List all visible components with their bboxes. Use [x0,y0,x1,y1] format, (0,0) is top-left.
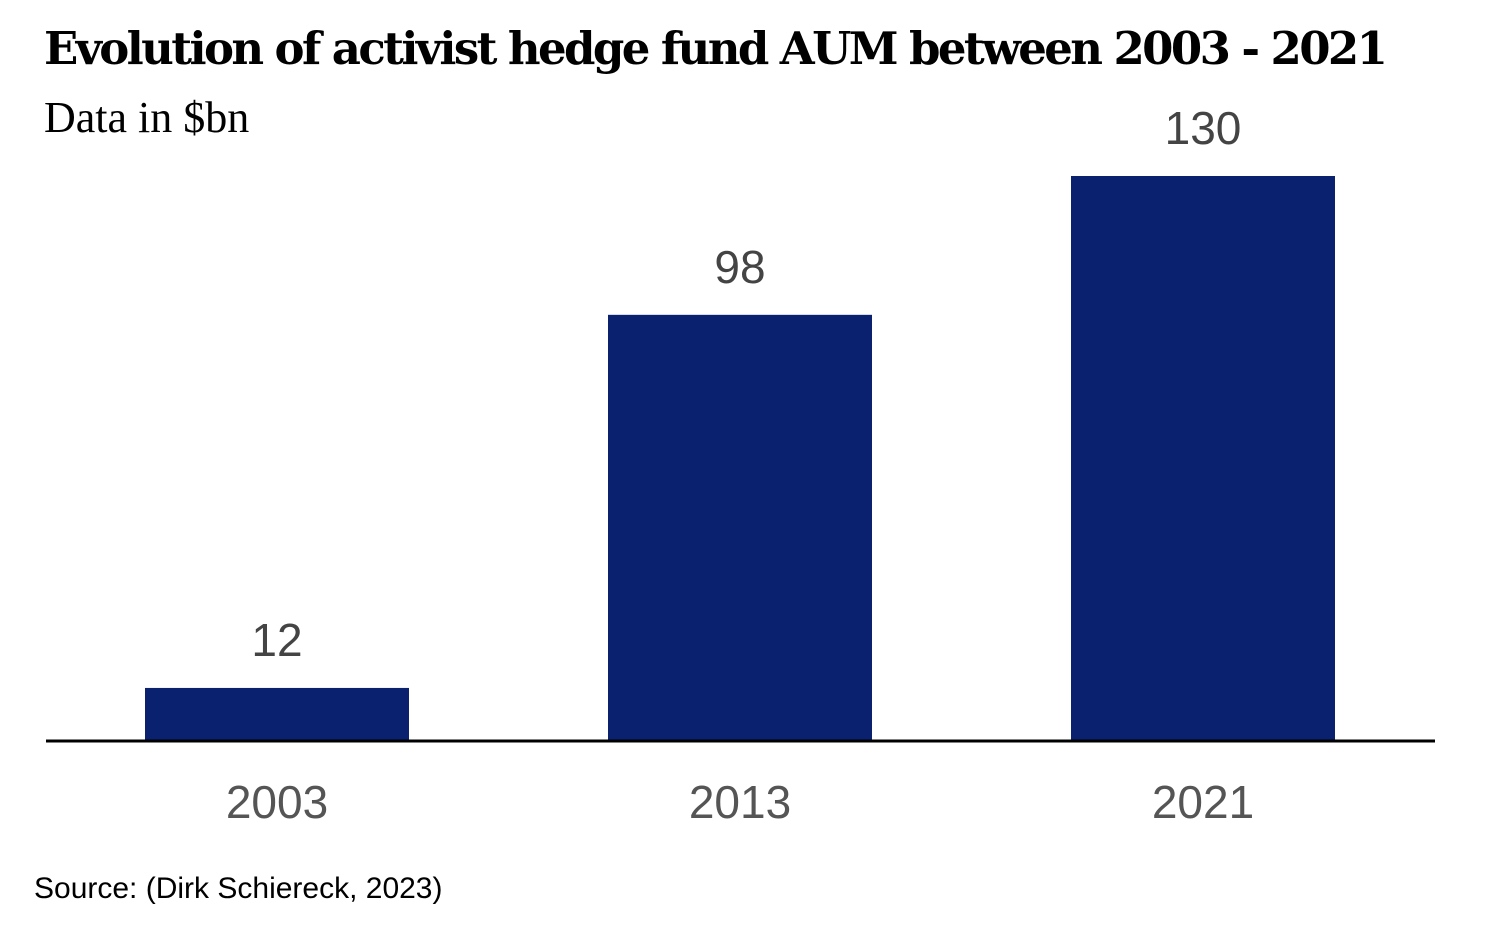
value-label-2013: 98 [714,241,765,293]
x-tick-label-2003: 2003 [226,776,328,828]
bar-2013 [608,314,872,740]
x-tick-label-2013: 2013 [689,776,791,828]
bar-2003 [145,687,409,740]
chart-subtitle: Data in $bn [44,93,250,142]
x-tick-label-2021: 2021 [1152,776,1254,828]
bar-2021 [1071,176,1335,740]
value-label-2021: 130 [1165,102,1242,154]
source-note: Source: (Dirk Schiereck, 2023) [34,872,443,905]
value-label-2003: 12 [251,614,302,666]
chart-title: Evolution of activist hedge fund AUM bet… [44,22,1388,75]
